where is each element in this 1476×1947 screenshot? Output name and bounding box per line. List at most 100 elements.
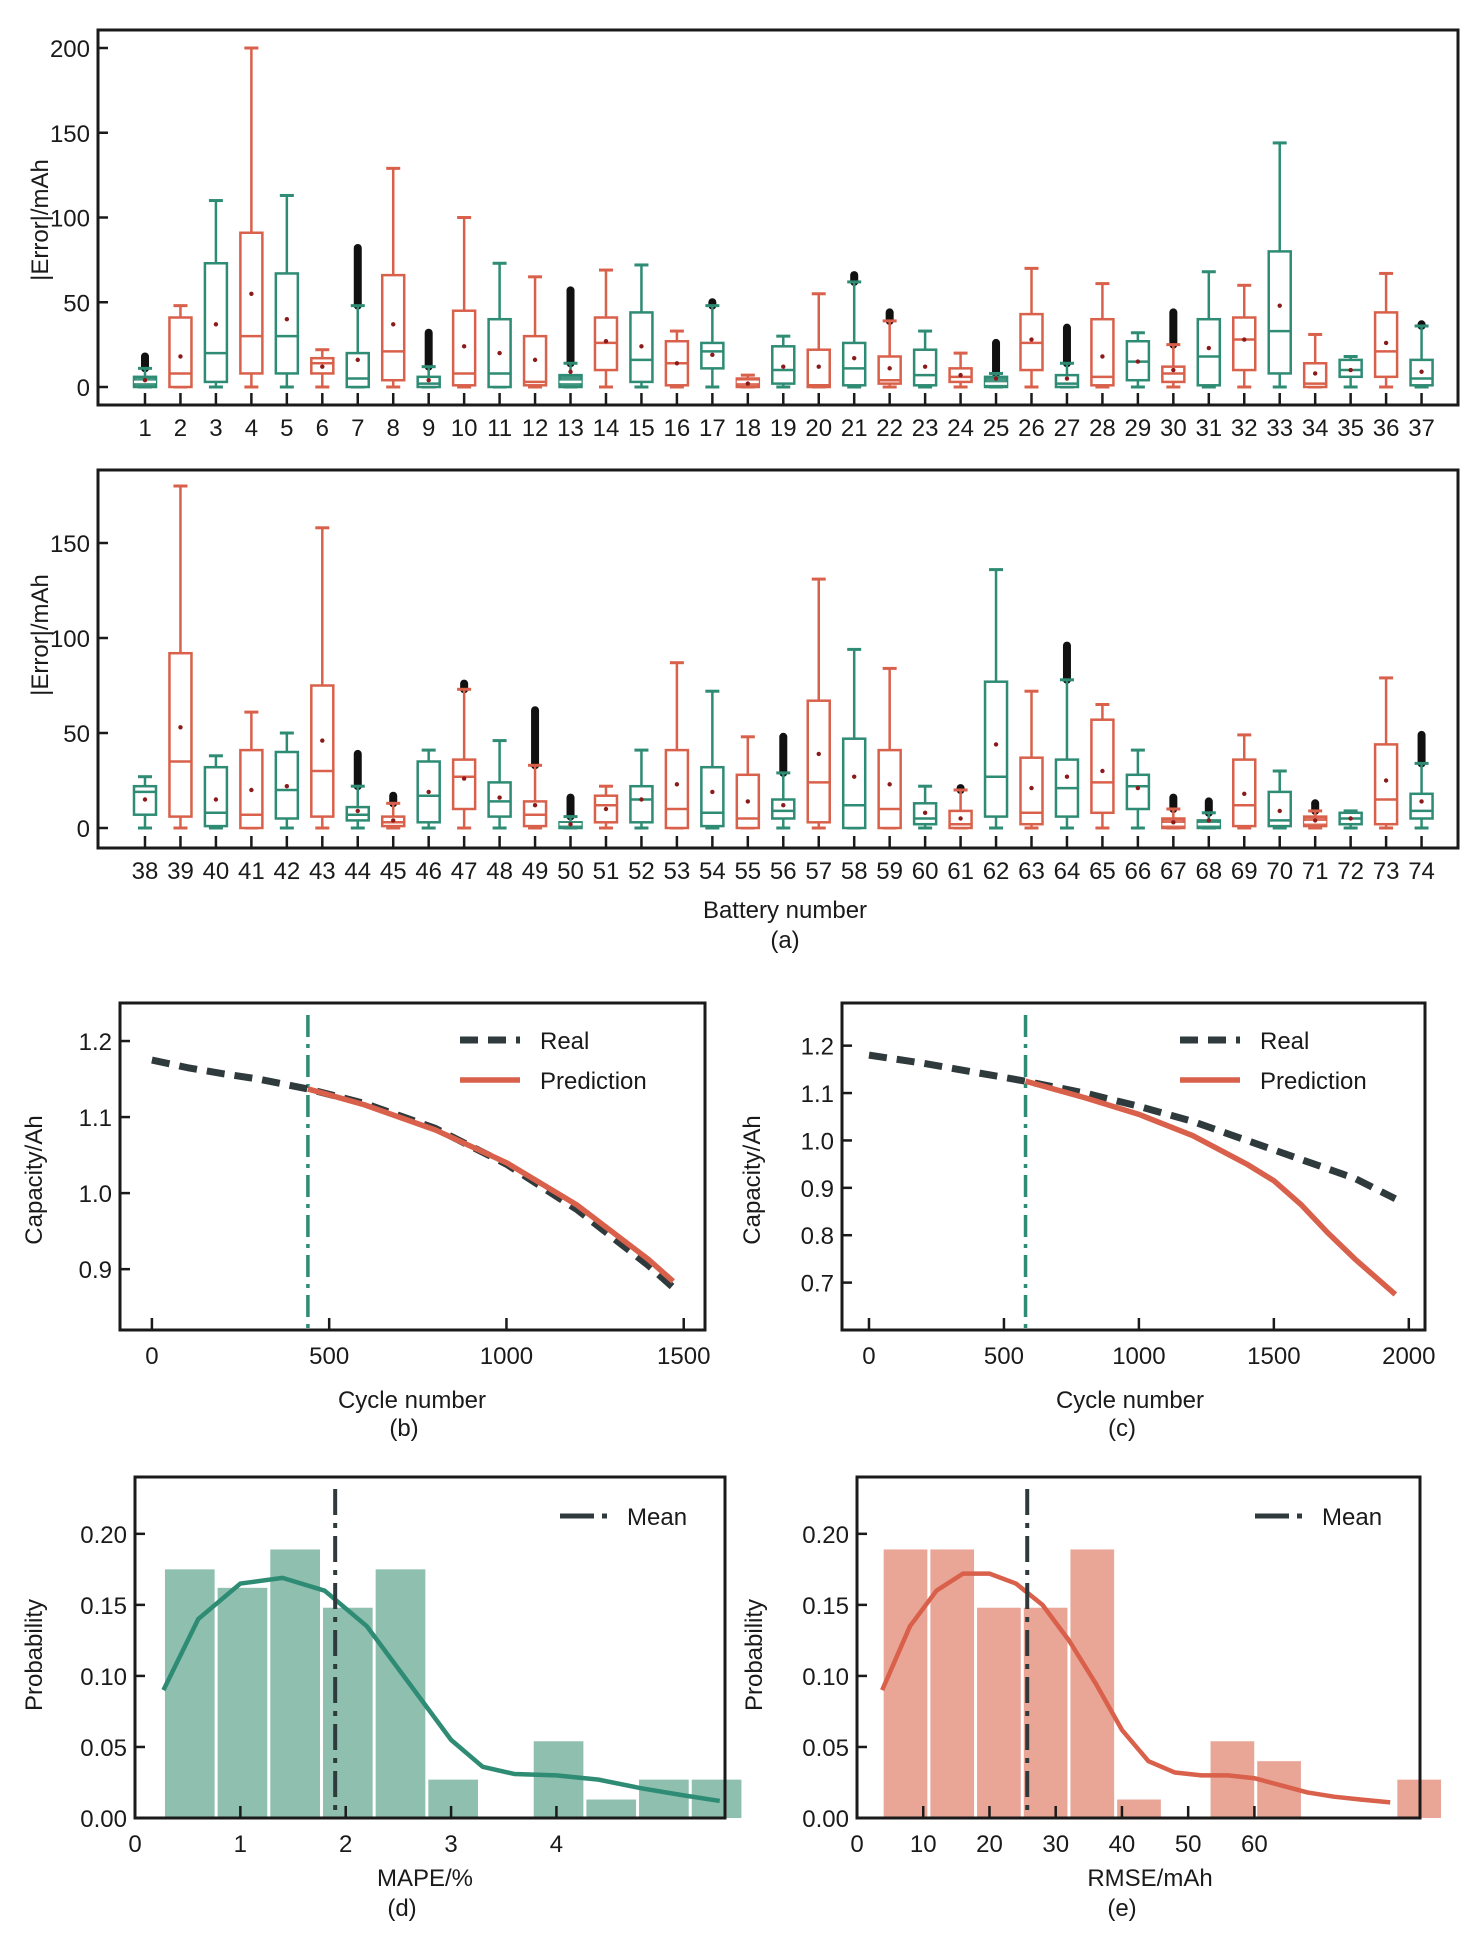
x-tick-label: 500 [309, 1343, 349, 1370]
box-battery-39: 39 [167, 484, 194, 885]
x-tick-label: 7 [351, 415, 364, 442]
x-axis-title: Battery number [703, 897, 867, 924]
y-axis-title: Probability [741, 1599, 768, 1711]
box-battery-44: 44 [344, 749, 371, 885]
mean-marker [887, 782, 892, 787]
y-axis-title: Capacity/Ah [21, 1115, 48, 1244]
histogram-bar [1023, 1607, 1068, 1818]
x-tick-label: 39 [167, 858, 194, 885]
x-tick-label: 10 [451, 415, 478, 442]
box-battery-73: 73 [1373, 676, 1399, 885]
x-tick-label: 2 [339, 1831, 352, 1858]
mean-marker [142, 378, 148, 383]
y-tick-label: 1.1 [801, 1081, 834, 1108]
mean-marker [142, 797, 148, 802]
box-battery-36: 36 [1373, 271, 1399, 442]
mean-marker [497, 350, 502, 356]
x-tick-label: 1 [234, 1831, 247, 1858]
box-battery-45: 45 [380, 791, 407, 885]
box-battery-30: 30 [1160, 308, 1187, 442]
box-iqr [168, 651, 193, 818]
mean-marker [1242, 337, 1247, 342]
plot-frame [133, 1475, 727, 1820]
mean-marker [1135, 785, 1141, 791]
box-battery-5: 5 [274, 193, 300, 442]
mean-marker [1206, 818, 1212, 823]
x-tick-label: 23 [912, 415, 939, 442]
box-iqr [629, 784, 654, 824]
x-tick-label: 1000 [480, 1343, 533, 1370]
mean-marker [1277, 303, 1282, 308]
x-tick-label: 20 [976, 1831, 1003, 1858]
y-axis-title: Capacity/Ah [739, 1115, 766, 1244]
x-tick-label: 5 [280, 415, 293, 442]
box-iqr [841, 341, 867, 387]
mean-marker [816, 364, 821, 369]
mean-marker [1171, 367, 1176, 373]
x-tick-label: 0 [850, 1831, 863, 1858]
box-iqr [1090, 718, 1115, 815]
x-tick-label: 52 [628, 858, 655, 885]
box-battery-32: 32 [1231, 283, 1258, 442]
box-battery-27: 27 [1054, 323, 1080, 442]
mean-marker [816, 751, 821, 757]
box-iqr [380, 273, 406, 382]
mean-marker [958, 816, 963, 821]
box-iqr [1090, 317, 1115, 387]
box-battery-57: 57 [805, 577, 832, 885]
box-battery-34: 34 [1302, 332, 1329, 442]
x-tick-label: 70 [1266, 858, 1293, 885]
x-tick-label: 61 [947, 858, 974, 885]
mean-marker [745, 799, 751, 804]
mean-marker [1135, 359, 1141, 364]
mean-marker [178, 725, 183, 730]
panel-label-b: (b) [389, 1415, 418, 1442]
box-battery-12: 12 [522, 275, 549, 442]
x-tick-label: 20 [805, 415, 832, 442]
x-tick-label: 47 [451, 858, 478, 885]
x-tick-label: 0 [145, 1343, 158, 1370]
y-tick-label: 0.20 [802, 1522, 849, 1549]
x-tick-label: 41 [238, 858, 265, 885]
mean-marker [852, 355, 857, 361]
x-tick-label: 68 [1195, 858, 1222, 885]
y-tick-label: 100 [50, 626, 90, 653]
mean-marker [1312, 818, 1318, 823]
mean-marker [710, 352, 715, 357]
box-battery-38: 38 [132, 775, 158, 885]
mean-marker [852, 774, 857, 779]
x-tick-label: 12 [522, 415, 549, 442]
x-tick-label: 63 [1018, 858, 1045, 885]
y-tick-label: 0.15 [802, 1593, 849, 1620]
histogram-bar [164, 1569, 215, 1818]
x-tick-label: 66 [1125, 858, 1152, 885]
box-battery-15: 15 [628, 263, 655, 442]
panel-label-c: (c) [1108, 1415, 1136, 1442]
histogram-bar [1070, 1549, 1115, 1818]
x-tick-label: 42 [273, 858, 300, 885]
plot-frame [840, 1001, 1427, 1332]
x-tick-label: 19 [770, 415, 797, 442]
x-tick-label: 40 [203, 858, 230, 885]
histogram-panel-e: Probability RMSE/mAh (e) 0.00 0.05 0.10 0.1… [741, 1475, 1442, 1922]
box-battery-68: 68 [1195, 797, 1222, 885]
x-tick-label: 11 [487, 415, 512, 442]
y-tick-label: 0.7 [801, 1271, 834, 1298]
y-tick-label: 0.00 [80, 1806, 127, 1833]
x-tick-label: 15 [628, 415, 655, 442]
y-tick-label: 1.1 [79, 1105, 112, 1132]
mean-marker [1100, 354, 1105, 359]
box-battery-60: 60 [912, 784, 938, 885]
mean-marker [1064, 376, 1070, 381]
x-tick-label: 24 [947, 415, 974, 442]
x-tick-label: 17 [699, 415, 726, 442]
box-battery-72: 72 [1337, 809, 1364, 885]
y-tick-label: 50 [63, 721, 90, 748]
x-tick-label: 71 [1302, 858, 1329, 885]
mean-marker [284, 784, 290, 789]
mean-marker [391, 322, 396, 327]
histogram-bar [883, 1549, 928, 1818]
panel-label-d: (d) [387, 1895, 416, 1922]
box-battery-64: 64 [1054, 641, 1080, 885]
